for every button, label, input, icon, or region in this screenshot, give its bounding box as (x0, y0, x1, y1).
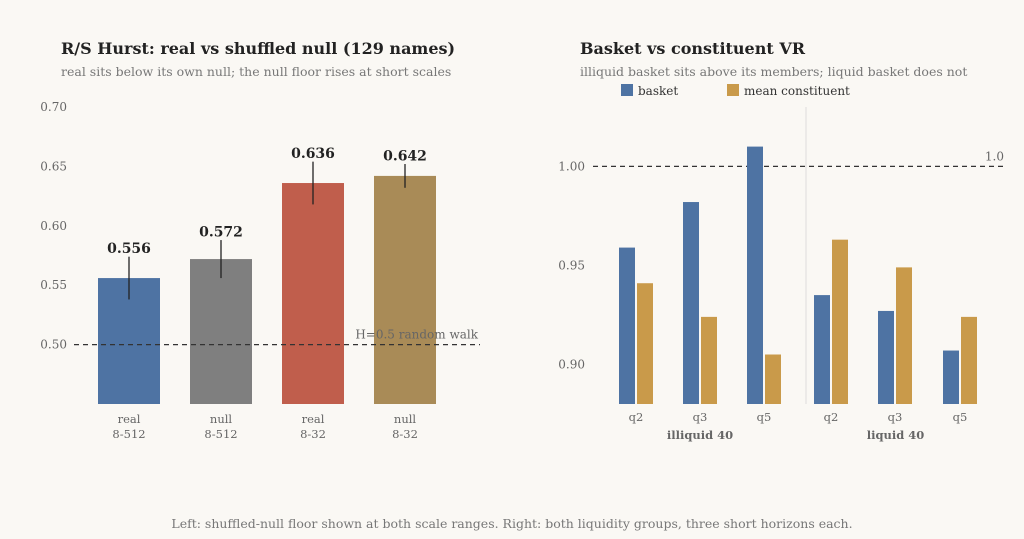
right-chart-panel: 0.90 0.95 1.00 1.0 q2 q3 q5 illiquid 40 q2 q3 q5 li… (558, 84, 1005, 442)
bar-basket (619, 247, 635, 404)
legend-label: basket (638, 84, 678, 98)
x-tick-label: 8-32 (392, 427, 418, 441)
bar (374, 175, 436, 404)
bar-basket (943, 350, 959, 404)
bar-mean-constituent (765, 354, 781, 404)
legend-swatch (621, 84, 633, 96)
right-y-tick-label: 0.90 (558, 357, 585, 371)
left-chart-panel: 0.50 0.55 0.60 0.65 0.70 H=0.5 random walk 0.5… (40, 100, 480, 441)
bar (282, 183, 344, 404)
left-chart-subtitle: real sits below its own null; the null f… (61, 64, 451, 79)
bar-basket (814, 295, 830, 404)
bar (190, 259, 252, 404)
group-label: liquid 40 (867, 428, 925, 442)
right-chart-subtitle: illiquid basket sits above its members; … (580, 64, 967, 79)
legend-swatch (727, 84, 739, 96)
left-y-tick-label: 0.50 (40, 338, 67, 352)
x-tick-label: q2 (824, 410, 839, 424)
left-y-tick-label: 0.70 (40, 100, 67, 114)
bar-mean-constituent (701, 316, 717, 404)
x-tick-label: real (118, 412, 141, 426)
left-y-tick-label: 0.60 (40, 219, 67, 233)
x-tick-label: q3 (693, 410, 708, 424)
x-tick-label: q5 (757, 410, 772, 424)
x-tick-label: q2 (629, 410, 644, 424)
x-tick-label: q5 (953, 410, 968, 424)
reference-line-label: 1.0 (985, 149, 1004, 163)
group-label: illiquid 40 (667, 428, 733, 442)
x-tick-label: q3 (888, 410, 903, 424)
reference-line-label: H=0.5 random walk (355, 328, 478, 342)
data-label: 0.556 (107, 241, 151, 257)
x-tick-label: null (210, 412, 232, 426)
left-chart-title: R/S Hurst: real vs shuffled null (129 na… (61, 39, 455, 58)
x-tick-label: 8-32 (300, 427, 326, 441)
right-chart-title: Basket vs constituent VR (580, 39, 806, 58)
bar-basket (747, 146, 763, 404)
legend-label: mean constituent (744, 84, 850, 98)
x-tick-label: 8-512 (112, 427, 145, 441)
x-tick-label: 8-512 (204, 427, 237, 441)
right-y-tick-label: 0.95 (558, 258, 585, 272)
bar-mean-constituent (896, 267, 912, 404)
x-tick-label: real (302, 412, 325, 426)
bar-mean-constituent (961, 316, 977, 404)
data-label: 0.642 (383, 149, 427, 165)
data-label: 0.636 (291, 146, 335, 162)
bar-mean-constituent (637, 283, 653, 404)
bar-basket (878, 310, 894, 404)
figure-caption: Left: shuffled-null floor shown at both … (171, 516, 852, 531)
bar-mean-constituent (832, 239, 848, 404)
x-tick-label: null (394, 412, 416, 426)
data-label: 0.572 (199, 225, 243, 241)
bar-basket (683, 202, 699, 404)
left-y-tick-label: 0.55 (40, 278, 67, 292)
right-y-tick-label: 1.00 (558, 159, 585, 173)
left-y-tick-label: 0.65 (40, 159, 67, 173)
legend: basket mean constituent (621, 84, 850, 98)
